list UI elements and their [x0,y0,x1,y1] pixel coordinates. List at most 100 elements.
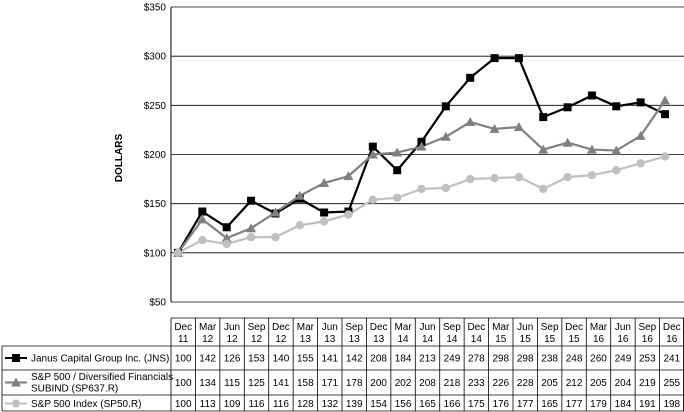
data-label-1: 233 [468,378,485,389]
data-point-0 [222,223,231,232]
x-tick-label: 15 [544,334,556,345]
x-tick-label: 15 [495,334,507,345]
data-label-0: 249 [615,354,632,365]
data-label-2: 177 [566,399,583,410]
x-tick-label: Mar [590,322,608,333]
y-tick-label: $200 [144,150,167,161]
data-point-0 [368,142,377,151]
data-point-1 [440,131,451,141]
data-label-0: 249 [444,354,461,365]
x-tick-label: Dec [174,322,192,333]
data-point-1 [270,207,281,217]
x-tick-label: 12 [251,334,263,345]
data-label-1: 141 [273,378,290,389]
data-label-0: 298 [492,354,509,365]
x-tick-label: Mar [199,322,217,333]
data-label-2: 132 [321,399,338,410]
data-point-1 [465,117,476,127]
data-point-1 [392,147,403,157]
data-point-0 [320,208,329,217]
data-point-2 [441,183,451,193]
data-label-0: 155 [297,354,314,365]
x-tick-label: Sep [248,322,266,333]
data-point-2 [539,184,548,194]
x-tick-label: 12 [275,334,287,345]
x-tick-label: Dec [272,322,290,333]
data-label-0: 253 [639,354,656,365]
data-point-0 [247,196,256,205]
x-tick-label: 16 [593,334,605,345]
data-label-0: 248 [566,354,583,365]
legend-key-marker-2 [12,399,20,408]
data-label-1: 100 [175,378,192,389]
data-point-1 [513,121,524,131]
y-axis: $50 $100 $150 $200 $250 $300 $350 [144,3,172,309]
data-label-0: 184 [395,354,412,365]
data-point-1 [367,149,378,159]
x-tick-label: Jun [615,322,631,333]
data-label-2: 165 [419,399,436,410]
data-point-2 [636,159,645,168]
data-label-1: 205 [590,378,607,389]
x-tick-label: Jun [419,322,435,333]
x-tick-label: Sep [541,322,559,333]
data-point-1 [660,95,670,105]
data-table: Dec11Mar12Jun12Sep12Dec12Mar13Jun13Sep13… [1,317,684,412]
data-label-2: 100 [175,399,192,410]
data-label-1: 204 [615,378,632,389]
x-tick-label: 15 [520,334,532,345]
y-tick-label: $300 [144,52,167,63]
x-tick-label: Dec [663,322,681,333]
y-tick-label: $100 [144,248,167,259]
data-label-2: 165 [541,399,558,410]
data-label-2: 191 [639,399,656,410]
x-tick-label: Jun [224,322,240,333]
data-label-1: 134 [199,378,216,389]
data-point-1 [635,130,646,140]
data-point-1 [538,144,549,154]
data-label-2: 175 [468,399,485,410]
data-point-1 [197,214,208,224]
x-tick-label: 13 [300,334,312,345]
data-label-1: 226 [492,378,509,389]
data-label-1: 178 [346,378,363,389]
data-point-2 [271,232,280,242]
data-label-1: 212 [566,378,583,389]
x-tick-label: 13 [324,334,336,345]
x-tick-label: 14 [398,334,410,345]
data-point-0 [466,73,475,82]
data-point-1 [611,145,622,155]
data-point-0 [490,54,499,63]
data-point-1 [246,223,257,233]
data-label-2: 184 [615,399,632,410]
x-tick-label: Mar [297,322,315,333]
data-point-1 [416,141,427,151]
data-point-1 [319,178,330,188]
data-point-1 [586,144,597,154]
x-tick-label: Mar [394,322,412,333]
data-label-2: 128 [297,399,314,410]
data-point-0 [636,98,645,107]
legend-label-1: SUBIND (SP637.R) [31,384,118,395]
data-point-0 [563,103,572,112]
y-tick-label: $50 [149,298,166,309]
data-label-1: 125 [248,378,265,389]
data-point-0 [441,102,450,111]
data-point-2 [514,172,524,182]
y-tick-label: $150 [144,199,167,210]
x-tick-label: Sep [345,322,363,333]
data-label-2: 116 [249,399,265,410]
data-point-0 [612,102,621,111]
x-tick-label: 11 [178,334,189,345]
x-tick-label: 12 [227,334,239,345]
x-tick-label: 14 [471,334,483,345]
data-point-2 [198,235,207,245]
data-point-2 [222,239,231,249]
data-point-2 [490,173,499,183]
x-tick-label: Dec [370,322,388,333]
x-tick-label: Sep [443,322,461,333]
data-point-0 [587,91,596,100]
x-tick-label: Sep [638,322,656,333]
data-label-2: 198 [663,399,680,410]
y-tick-label: $250 [144,101,167,112]
